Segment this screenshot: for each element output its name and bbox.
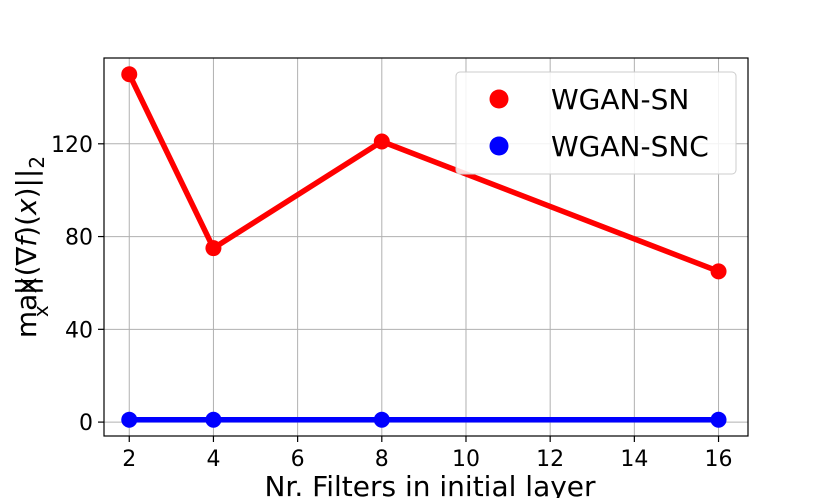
data-point-wgan-sn: [710, 263, 727, 280]
x-tick-label: 2: [122, 447, 136, 472]
x-tick-label: 6: [291, 447, 305, 472]
x-tick-label: 10: [452, 447, 480, 472]
plot-frame: [103, 57, 749, 437]
x-axis-title: Nr. Filters in initial layer: [264, 470, 596, 498]
svg-text:maxx||(∇f)(x)||2: maxx||(∇f)(x)||2: [10, 156, 53, 338]
x-tick-label: 8: [375, 447, 389, 472]
data-point-wgan-sn: [121, 66, 138, 83]
y-tick-label: 80: [65, 226, 93, 251]
ticks: 2 4 6 8 10 12 14 16 0 40 80 120: [51, 133, 733, 472]
legend: WGAN-SN WGAN-SNC: [455, 71, 737, 175]
y-tick-label: 0: [79, 411, 93, 436]
legend-box: [455, 71, 737, 175]
x-tick-label: 16: [705, 447, 733, 472]
data-point-wgan-snc: [205, 411, 222, 428]
y-tick-label: 120: [51, 133, 93, 158]
x-tick-label: 12: [536, 447, 564, 472]
y-axis-title: maxx||(∇f)(x)||2: [10, 156, 53, 338]
y-tick-label: 40: [65, 318, 93, 343]
data-point-wgan-snc: [710, 411, 727, 428]
x-tick-label: 14: [620, 447, 648, 472]
data-point-wgan-snc: [373, 411, 390, 428]
data-point-wgan-sn: [373, 133, 390, 150]
data-point-wgan-sn: [205, 240, 222, 257]
data-point-wgan-snc: [121, 411, 138, 428]
series-line-wgan-sn: [126, 73, 720, 274]
legend-label-wgan-sn: WGAN-SN: [551, 83, 689, 116]
legend-marker-wgan-snc: [489, 136, 509, 156]
series-layer: [121, 66, 727, 428]
legend-label-wgan-snc: WGAN-SNC: [551, 130, 709, 163]
x-tick-label: 4: [206, 447, 220, 472]
legend-marker-wgan-sn: [489, 89, 509, 109]
